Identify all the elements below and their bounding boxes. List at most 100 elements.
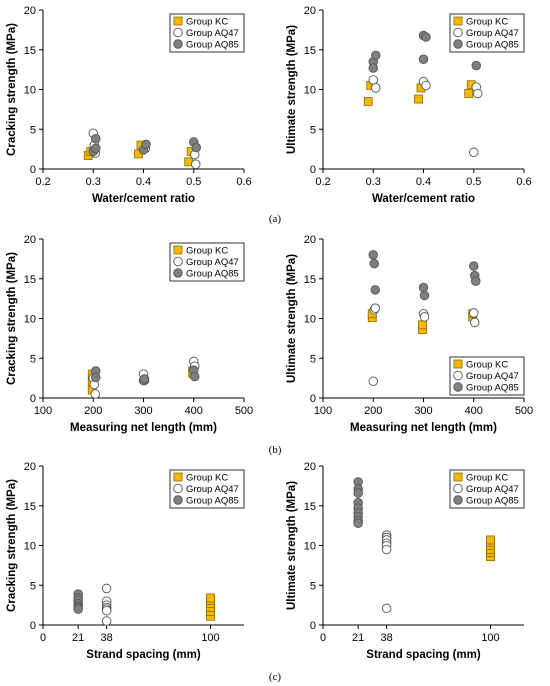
- data-point: [368, 63, 379, 73]
- legend-marker: [453, 483, 463, 494]
- data-point: [486, 535, 495, 545]
- legend-marker: [453, 27, 463, 38]
- y-axis-label: Ultimate strength (MPa): [286, 481, 298, 610]
- data-point: [141, 139, 151, 150]
- y-tick-label: 20: [24, 461, 36, 473]
- legend-label: Group AQ47: [186, 257, 239, 268]
- x-tick-label: 0.6: [236, 176, 251, 188]
- y-tick-label: 15: [304, 274, 316, 286]
- y-axis-label: Cracking strength (MPa): [6, 479, 18, 612]
- x-tick-label: 0.6: [516, 176, 531, 188]
- data-point: [101, 616, 112, 626]
- y-tick-label: 0: [310, 164, 316, 176]
- x-tick-label: 38: [101, 632, 113, 644]
- data-point: [369, 258, 380, 269]
- data-point: [471, 276, 481, 286]
- x-tick-label: 200: [364, 405, 382, 417]
- x-tick-label: 100: [481, 632, 499, 644]
- data-point: [418, 54, 429, 65]
- caption-b: (b): [269, 444, 282, 456]
- series-group-kc: [206, 593, 215, 621]
- legend-label: Group KC: [186, 246, 228, 257]
- data-point: [414, 94, 423, 104]
- x-tick-label: 100: [314, 405, 332, 417]
- data-point: [191, 142, 202, 153]
- caption-c: (c): [269, 671, 282, 683]
- x-axis-label: Strand spacing (mm): [366, 649, 481, 661]
- legend-label: Group AQ47: [186, 28, 239, 39]
- x-tick-label: 21: [352, 632, 364, 644]
- legend-marker: [453, 472, 463, 482]
- data-point: [469, 308, 479, 318]
- y-tick-label: 10: [24, 541, 36, 553]
- data-point: [101, 583, 112, 594]
- legend-label: Group KC: [466, 473, 508, 484]
- legend-label: Group AQ47: [186, 484, 239, 495]
- y-tick-label: 10: [304, 85, 316, 97]
- caption-a: (a): [269, 213, 282, 225]
- y-axis-label: Ultimate strength (MPa): [286, 25, 298, 154]
- data-point: [421, 80, 431, 91]
- y-axis-label: Cracking strength (MPa): [6, 23, 18, 156]
- x-tick-label: 200: [84, 405, 102, 417]
- series-group-aq85: [353, 477, 363, 528]
- x-tick-label: 0.4: [416, 176, 431, 188]
- legend-marker: [173, 245, 183, 255]
- x-tick-label: 0.5: [466, 176, 481, 188]
- chart-panel-1: 0 5 10 15 20 0.2 0.3 0.4 0.5 0.6 Water/cement rati…: [6, 5, 252, 205]
- x-tick-label: 300: [134, 405, 152, 417]
- data-point: [206, 593, 215, 603]
- legend-marker: [173, 39, 183, 49]
- series-group-kc: [486, 535, 495, 562]
- y-tick-label: 15: [304, 45, 316, 57]
- x-tick-label: 0.3: [366, 176, 381, 188]
- legend-label: Group KC: [466, 17, 508, 28]
- y-tick-label: 0: [30, 393, 36, 405]
- x-tick-label: 100: [201, 632, 219, 644]
- y-tick-label: 15: [24, 274, 36, 286]
- data-point: [191, 159, 201, 169]
- data-point: [418, 320, 427, 330]
- x-axis-label: Strand spacing (mm): [86, 649, 201, 661]
- y-tick-label: 15: [304, 501, 316, 513]
- data-point: [371, 83, 381, 93]
- data-point: [363, 97, 373, 106]
- data-point: [469, 147, 479, 158]
- legend-marker: [173, 268, 183, 278]
- y-tick-label: 20: [24, 5, 36, 17]
- y-tick-label: 10: [24, 314, 36, 326]
- legend-label: Group AQ85: [186, 269, 239, 280]
- y-tick-label: 20: [24, 234, 36, 246]
- y-tick-label: 5: [30, 353, 36, 365]
- series-group-aq85: [368, 250, 481, 301]
- data-point: [471, 60, 482, 71]
- y-tick-label: 15: [24, 45, 36, 57]
- legend-label: Group AQ47: [466, 28, 519, 39]
- legend-marker: [173, 483, 183, 494]
- y-axis-label: Cracking strength (MPa): [6, 252, 18, 385]
- y-tick-label: 5: [310, 353, 316, 365]
- x-tick-label: 0.3: [86, 176, 101, 188]
- y-tick-label: 5: [30, 580, 36, 592]
- x-tick-label: 0: [320, 632, 326, 644]
- data-point: [91, 134, 101, 144]
- y-tick-label: 0: [310, 393, 316, 405]
- y-tick-label: 20: [304, 5, 316, 17]
- legend-label: Group AQ85: [466, 40, 519, 51]
- legend-marker: [453, 382, 463, 392]
- y-tick-label: 0: [30, 620, 36, 632]
- legend-marker: [173, 27, 183, 38]
- legend-marker: [173, 256, 183, 267]
- legend-marker: [453, 39, 463, 49]
- y-tick-label: 10: [304, 314, 316, 326]
- data-point: [418, 282, 429, 293]
- data-point: [91, 372, 101, 383]
- x-tick-label: 38: [381, 632, 393, 644]
- charts-layer: 0 5 10 15 20 0.2 0.3 0.4 0.5 0.6 Water/cement rati…: [6, 5, 533, 661]
- chart-panel-4: 0 5 10 15 20 100 200 300 400 500 Measuring net len…: [286, 234, 533, 434]
- x-tick-label: 100: [34, 405, 52, 417]
- y-axis-label: Ultimate strength (MPa): [286, 254, 298, 383]
- data-point: [370, 303, 381, 313]
